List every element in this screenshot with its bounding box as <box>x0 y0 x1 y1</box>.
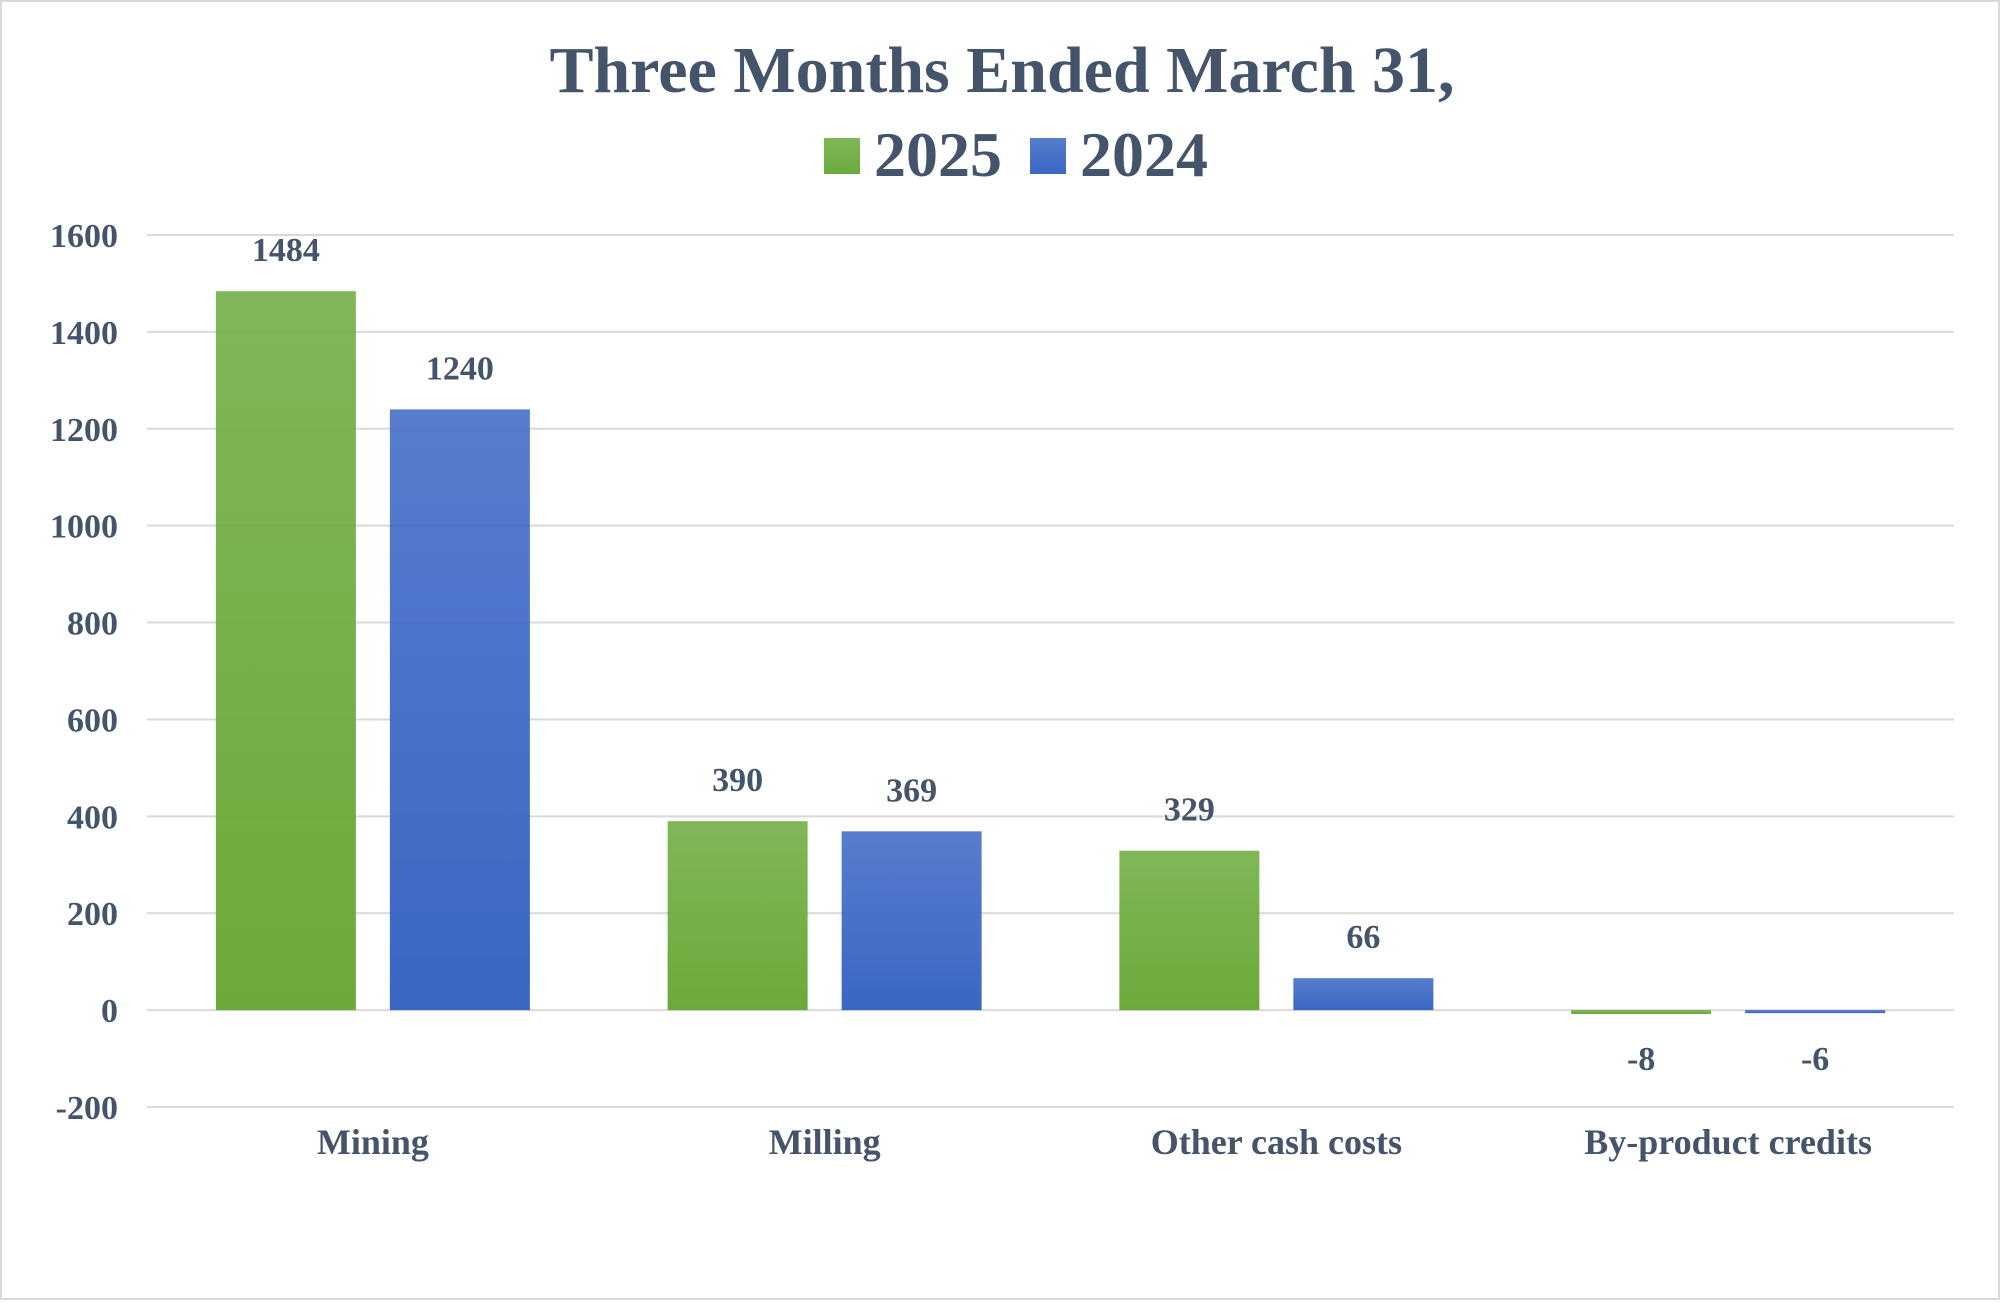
data-labels: 1484 1240 390 369 329 66 -8 -6 <box>252 232 1829 1078</box>
data-label: 1240 <box>426 350 494 387</box>
bar-2025-other-cash-costs <box>1119 850 1260 1011</box>
data-label: 369 <box>886 772 937 809</box>
y-tick-label: 0 <box>101 993 118 1030</box>
y-tick-label: 1200 <box>50 412 118 449</box>
y-tick-label: 1400 <box>50 315 118 352</box>
y-tick-label: 1000 <box>50 509 118 546</box>
y-tick-label: 1600 <box>50 218 118 255</box>
data-label: 1484 <box>252 232 320 269</box>
legend-label-2024: 2024 <box>1080 119 1208 190</box>
x-tick-label: By-product credits <box>1584 1122 1872 1162</box>
legend-swatch-2024 <box>1030 138 1066 174</box>
legend-swatch-2025 <box>824 138 860 174</box>
y-tick-label: -200 <box>56 1090 118 1127</box>
bar-2025-mining <box>215 291 356 1011</box>
bar-2025-by-product-credits <box>1571 1010 1712 1014</box>
bar-2024-mining <box>389 409 530 1011</box>
x-tick-label: Other cash costs <box>1151 1122 1402 1162</box>
x-tick-label: Mining <box>317 1122 429 1162</box>
data-label: 390 <box>712 762 763 799</box>
chart-title: Three Months Ended March 31, <box>549 34 1454 107</box>
data-label: 329 <box>1164 792 1215 829</box>
bar-2024-other-cash-costs <box>1293 978 1434 1011</box>
legend-label-2025: 2025 <box>874 119 1002 190</box>
x-axis: Mining Milling Other cash costs By-product … <box>317 1122 1872 1162</box>
data-label: -6 <box>1801 1041 1829 1078</box>
bar-2025-milling <box>667 821 808 1011</box>
x-tick-label: Milling <box>769 1122 881 1162</box>
data-label: 66 <box>1346 919 1380 956</box>
y-tick-label: 200 <box>67 896 118 933</box>
y-axis: -200 0 200 400 600 800 1000 1200 1400 1600 <box>50 218 118 1127</box>
bar-2024-milling <box>841 831 982 1011</box>
y-tick-label: 800 <box>67 606 118 643</box>
data-label: -8 <box>1627 1041 1655 1078</box>
bars <box>215 291 1886 1014</box>
legend: 2025 2024 <box>824 119 1208 190</box>
bar-2024-by-product-credits <box>1745 1010 1886 1014</box>
y-tick-label: 600 <box>67 702 118 739</box>
y-tick-label: 400 <box>67 799 118 836</box>
